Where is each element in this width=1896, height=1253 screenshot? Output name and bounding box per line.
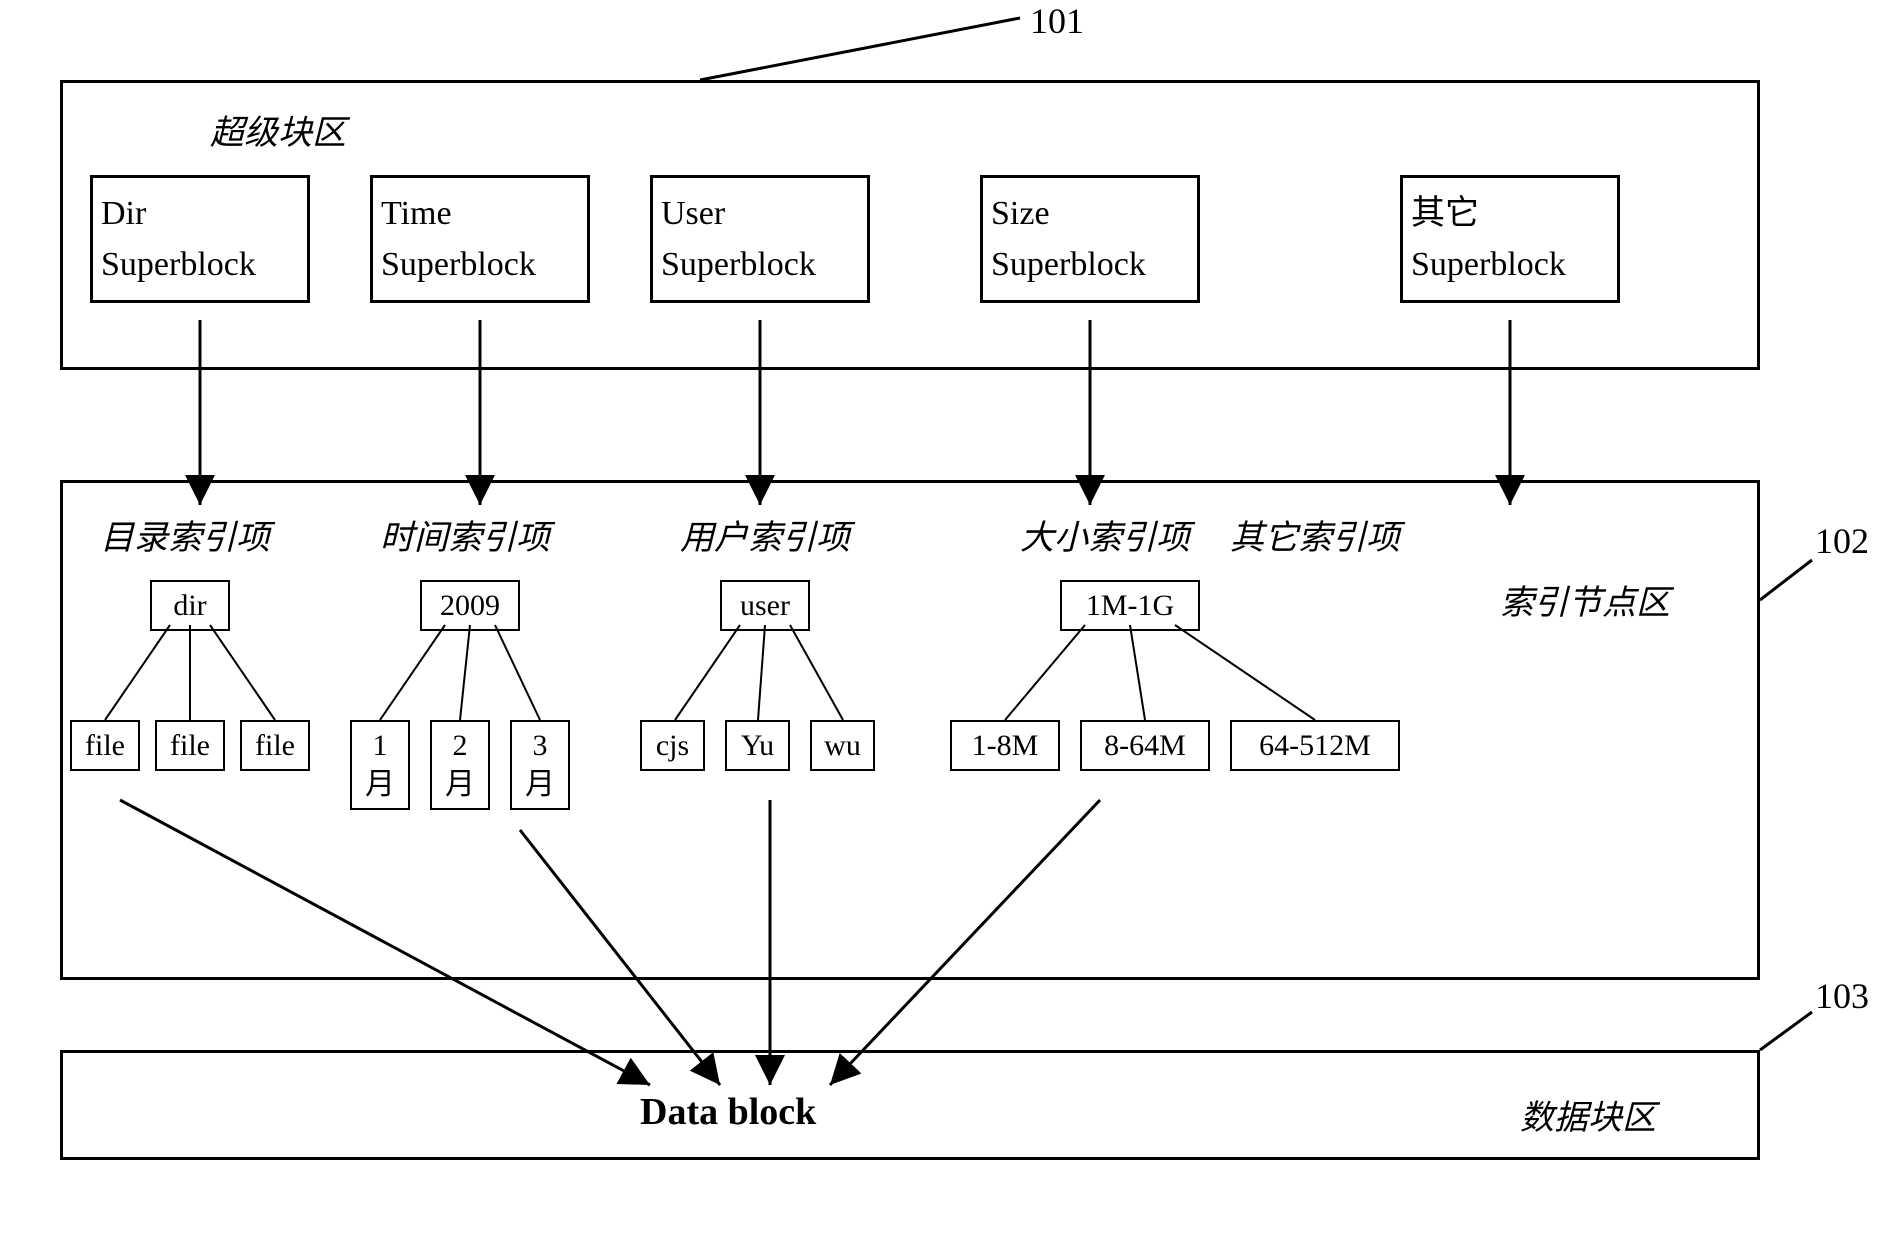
sb-dir-l2: Superblock — [101, 239, 299, 290]
leaf-time-2: 3月 — [510, 720, 570, 810]
sb-other: 其它 Superblock — [1400, 175, 1620, 303]
sb-size-l2: Superblock — [991, 239, 1189, 290]
index-region-label: 索引节点区 — [1500, 575, 1670, 624]
index-region — [60, 480, 1760, 980]
root-size: 1M-1G — [1060, 580, 1200, 631]
root-time: 2009 — [420, 580, 520, 631]
data-region-label: 数据块区 — [1520, 1090, 1656, 1139]
sb-size-l1: Size — [991, 188, 1189, 239]
leaf-dir-1: file — [155, 720, 225, 771]
data-region — [60, 1050, 1760, 1160]
sb-dir-l1: Dir — [101, 188, 299, 239]
ref-101: 101 — [1030, 0, 1084, 42]
leaf-size-1: 8-64M — [1080, 720, 1210, 771]
superblock-region-label: 超级块区 — [210, 105, 346, 154]
leaf-user-2: wu — [810, 720, 875, 771]
leaf-user-0: cjs — [640, 720, 705, 771]
root-user: user — [720, 580, 810, 631]
leaf-dir-0: file — [70, 720, 140, 771]
ref-103: 103 — [1815, 975, 1869, 1017]
idx-label-other: 其它索引项 — [1230, 510, 1400, 559]
sb-user-l2: Superblock — [661, 239, 859, 290]
sb-time-l1: Time — [381, 188, 579, 239]
sb-time: Time Superblock — [370, 175, 590, 303]
idx-label-dir: 目录索引项 — [100, 510, 270, 559]
sb-other-l2: Superblock — [1411, 239, 1609, 290]
sb-time-l2: Superblock — [381, 239, 579, 290]
leaf-size-0: 1-8M — [950, 720, 1060, 771]
leaf-user-1: Yu — [725, 720, 790, 771]
sb-dir: Dir Superblock — [90, 175, 310, 303]
sb-user: User Superblock — [650, 175, 870, 303]
idx-label-user: 用户索引项 — [680, 510, 850, 559]
ref-102: 102 — [1815, 520, 1869, 562]
sb-user-l1: User — [661, 188, 859, 239]
idx-label-time: 时间索引项 — [380, 510, 550, 559]
root-dir: dir — [150, 580, 230, 631]
sb-size: Size Superblock — [980, 175, 1200, 303]
leaf-time-0: 1月 — [350, 720, 410, 810]
data-block-label: Data block — [640, 1090, 816, 1134]
sb-other-l1: 其它 — [1411, 188, 1609, 239]
idx-label-size: 大小索引项 — [1020, 510, 1190, 559]
leaf-size-2: 64-512M — [1230, 720, 1400, 771]
leaf-dir-2: file — [240, 720, 310, 771]
leaf-time-1: 2月 — [430, 720, 490, 810]
